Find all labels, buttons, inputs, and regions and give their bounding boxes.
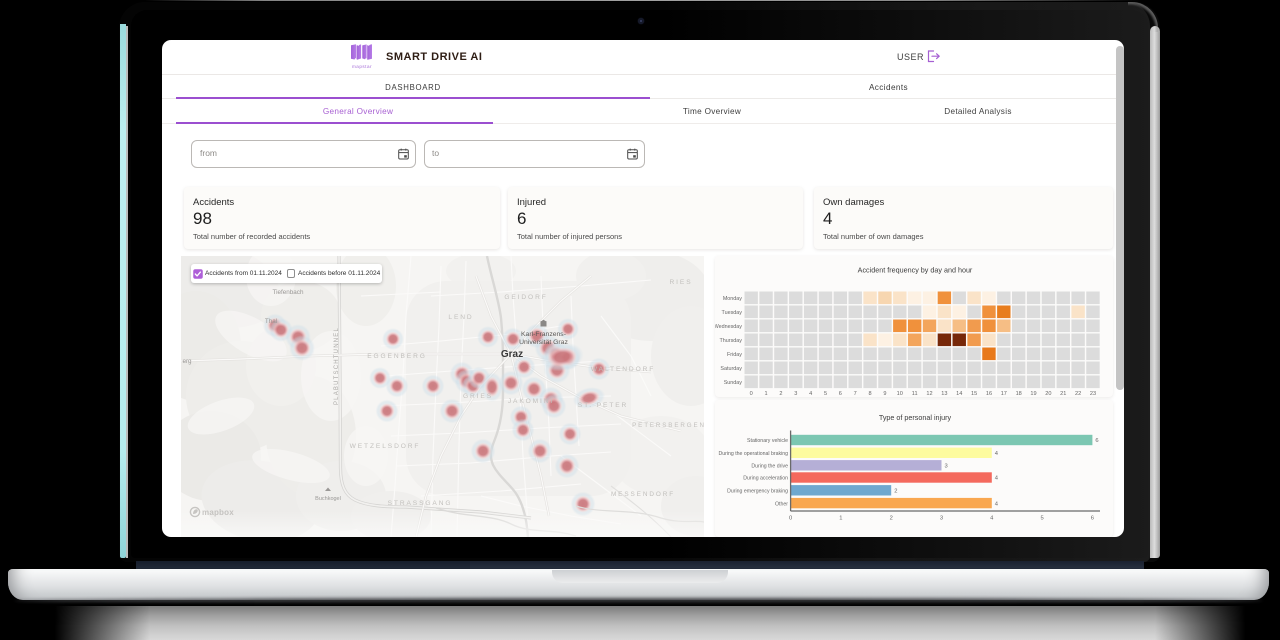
svg-text:During the drive: During the drive (751, 464, 788, 470)
svg-text:Tuesday: Tuesday (722, 309, 743, 315)
svg-text:PETERSBERGEN: PETERSBERGEN (632, 422, 704, 429)
svg-text:3: 3 (794, 391, 797, 397)
svg-text:Saturday: Saturday (720, 365, 742, 371)
svg-text:LEND: LEND (448, 314, 473, 321)
svg-text:Friday: Friday (727, 351, 742, 357)
svg-text:9: 9 (883, 391, 886, 397)
svg-text:PLABUTSCHTUNNEL: PLABUTSCHTUNNEL (334, 326, 340, 404)
svg-text:Thal: Thal (265, 318, 277, 325)
svg-text:3: 3 (945, 464, 948, 470)
svg-text:10: 10 (897, 391, 903, 397)
svg-text:mapbox: mapbox (202, 508, 234, 517)
svg-text:3: 3 (940, 516, 943, 522)
svg-text:11: 11 (912, 391, 918, 397)
svg-text:WALTENDORF: WALTENDORF (591, 366, 655, 373)
svg-text:1: 1 (764, 391, 767, 397)
svg-text:Buchkogel: Buchkogel (315, 496, 341, 502)
svg-text:16: 16 (986, 391, 992, 397)
svg-text:6: 6 (1091, 516, 1094, 522)
svg-text:JAKOMINI: JAKOMINI (508, 398, 554, 405)
svg-text:During acceleration: During acceleration (743, 476, 788, 482)
svg-text:Other: Other (775, 501, 788, 507)
svg-text:Tiefenbach: Tiefenbach (273, 289, 304, 296)
svg-text:8: 8 (869, 391, 872, 397)
svg-text:STRASSGANG: STRASSGANG (388, 500, 453, 507)
svg-text:1: 1 (839, 516, 842, 522)
svg-text:Monday: Monday (723, 295, 742, 301)
svg-text:EGGENBERG: EGGENBERG (367, 353, 427, 360)
svg-text:13: 13 (941, 391, 947, 397)
svg-text:21: 21 (1060, 391, 1066, 397)
svg-text:0: 0 (750, 391, 753, 397)
svg-text:Accident frequency by day and: Accident frequency by day and hour (858, 265, 973, 274)
svg-text:7: 7 (854, 391, 857, 397)
svg-text:5: 5 (824, 391, 827, 397)
svg-text:GRIES: GRIES (463, 393, 493, 400)
svg-text:14: 14 (956, 391, 962, 397)
svg-text:During emergency braking: During emergency braking (727, 489, 788, 495)
svg-text:6: 6 (1095, 438, 1098, 444)
svg-text:4: 4 (995, 451, 999, 457)
svg-text:12: 12 (926, 391, 932, 397)
svg-text:GEIDORF: GEIDORF (504, 294, 547, 301)
svg-text:6: 6 (839, 391, 842, 397)
svg-text:22: 22 (1075, 391, 1081, 397)
svg-text:Karl-Franzens-: Karl-Franzens- (521, 331, 566, 338)
svg-text:RIES: RIES (670, 279, 693, 286)
svg-text:Thursday: Thursday (720, 337, 743, 343)
svg-text:Graz: Graz (501, 349, 523, 360)
svg-text:4: 4 (995, 501, 999, 507)
svg-text:23: 23 (1090, 391, 1096, 397)
svg-text:MESSENDORF: MESSENDORF (611, 491, 675, 498)
svg-text:4: 4 (995, 476, 999, 482)
svg-text:0: 0 (789, 516, 792, 522)
svg-text:Stationary vehicle: Stationary vehicle (747, 438, 788, 444)
svg-text:Sunday: Sunday (724, 379, 743, 385)
svg-text:ST. PETER: ST. PETER (578, 402, 628, 409)
svg-text:17: 17 (1001, 391, 1007, 397)
svg-text:19: 19 (1030, 391, 1036, 397)
svg-text:18: 18 (1016, 391, 1022, 397)
svg-text:mapstar: mapstar (352, 64, 372, 69)
svg-text:2: 2 (894, 489, 897, 495)
svg-text:20: 20 (1045, 391, 1051, 397)
svg-text:Universität Graz: Universität Graz (519, 339, 568, 346)
svg-text:15: 15 (971, 391, 977, 397)
svg-text:Type of personal injury: Type of personal injury (879, 413, 952, 422)
svg-text:During the operational braking: During the operational braking (719, 451, 789, 457)
svg-text:2: 2 (779, 391, 782, 397)
svg-text:2: 2 (890, 516, 893, 522)
svg-text:4: 4 (809, 391, 812, 397)
svg-text:Wednesday: Wednesday (715, 323, 742, 329)
svg-text:5: 5 (1040, 516, 1043, 522)
svg-text:4: 4 (990, 516, 994, 522)
svg-text:erg: erg (182, 358, 192, 365)
svg-text:WETZELSDORF: WETZELSDORF (350, 443, 421, 450)
